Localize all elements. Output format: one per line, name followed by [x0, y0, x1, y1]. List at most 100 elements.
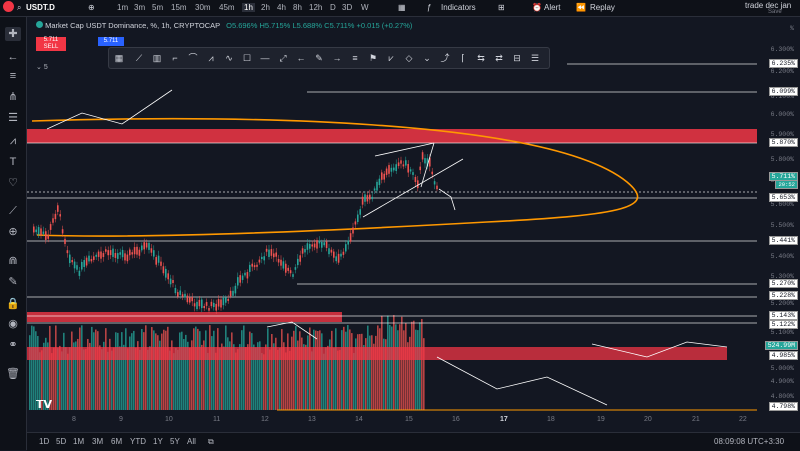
candle-body	[54, 213, 57, 220]
eye-icon[interactable]: ◉	[8, 318, 18, 330]
timeframe-D[interactable]: D	[330, 3, 336, 12]
timeframe-30m[interactable]: 30m	[195, 3, 211, 12]
volume-bar	[311, 351, 313, 410]
timeframe-5m[interactable]: 5m	[152, 3, 164, 12]
alert-icon[interactable]: ⏰	[532, 3, 542, 12]
bracket-icon[interactable]: ⌈	[461, 53, 465, 63]
timeframe-3m[interactable]: 3m	[134, 3, 146, 12]
range-5Y[interactable]: 5Y	[170, 437, 180, 446]
menu-icon[interactable]: ☰	[530, 53, 540, 63]
candle-body	[157, 255, 160, 263]
wave-icon[interactable]: ∿	[225, 53, 233, 63]
crosshair-icon[interactable]: ✚	[5, 27, 21, 41]
volume-bar	[267, 328, 269, 410]
arrow-icon[interactable]: →	[332, 53, 342, 63]
range-1Y[interactable]: 1Y	[153, 437, 163, 446]
price-axis[interactable]: % 6.300% 6.200% 6.100% 6.000% 5.900% 5.8…	[757, 17, 800, 432]
fib-icon[interactable]: ≡	[352, 53, 358, 63]
volume-bar	[31, 325, 33, 410]
lock-icon[interactable]: 🔒	[6, 298, 20, 310]
horizontal-lines-icon[interactable]: ≡	[9, 70, 17, 82]
pattern-icon[interactable]: ⩗	[388, 53, 394, 63]
arrows-icon[interactable]: ⇄	[495, 53, 503, 63]
timeframe-W[interactable]: W	[361, 3, 369, 12]
clock-display[interactable]: 08:09:08 UTC+3:30	[714, 437, 785, 446]
text-icon[interactable]: T	[9, 156, 17, 168]
candle-body	[333, 251, 335, 258]
range-3M[interactable]: 3M	[92, 437, 104, 446]
candle-body	[304, 249, 306, 253]
legend-title[interactable]: Market Cap USDT Dominance, %, 1h, CRYPTO…	[45, 21, 221, 30]
range-All[interactable]: All	[187, 437, 196, 446]
search-icon[interactable]: ⌕	[17, 3, 22, 12]
forecast-icon[interactable]: ⤴	[440, 53, 450, 63]
lock-icon[interactable]: ⊟	[513, 53, 521, 63]
timeframe-3D[interactable]: 3D	[342, 3, 353, 12]
range-6M[interactable]: 6M	[111, 437, 123, 446]
chevron-down-icon[interactable]: ⌄	[423, 53, 431, 63]
timeframe-2h[interactable]: 2h	[261, 3, 270, 12]
indicators-button[interactable]: Indicators	[441, 3, 476, 12]
hline-icon[interactable]: —	[260, 53, 270, 63]
range-1D[interactable]: 1D	[39, 437, 50, 446]
flag-icon[interactable]: ⚑	[368, 53, 378, 63]
timeframe-1h[interactable]: 1h	[242, 3, 255, 12]
buy-button[interactable]: 5.711	[98, 37, 124, 46]
timeframe-4h[interactable]: 4h	[277, 3, 286, 12]
timeframe-15m[interactable]: 15m	[171, 3, 187, 12]
layout-icon[interactable]: ⊞	[498, 3, 505, 12]
replay-button[interactable]: Replay	[590, 3, 615, 12]
symbol-name[interactable]: USDT.D	[26, 3, 55, 12]
measure-icon[interactable]: ⇆	[477, 53, 485, 63]
timeframe-1m[interactable]: 1m	[117, 3, 129, 12]
save-label[interactable]: Save	[768, 9, 782, 15]
replay-icon[interactable]: ⏪	[576, 3, 586, 12]
sell-button[interactable]: 5.711 SELL	[36, 37, 66, 51]
pitchfork-icon[interactable]: ⋔	[8, 91, 18, 103]
range-YTD[interactable]: YTD	[130, 437, 146, 446]
user-avatar[interactable]	[3, 1, 14, 12]
range-1M[interactable]: 1M	[73, 437, 85, 446]
fib-icon[interactable]: ☰	[8, 112, 18, 124]
link-icon[interactable]: ⚭	[8, 339, 18, 351]
trash-icon[interactable]: 🗑	[6, 368, 20, 380]
date-label: 12	[261, 416, 269, 423]
ray-icon[interactable]: ⤢	[279, 53, 287, 63]
arrow-left-icon[interactable]: ←	[7, 51, 19, 63]
heart-icon[interactable]: ♡	[8, 177, 18, 189]
diamond-icon[interactable]: ◇	[405, 53, 413, 63]
candle-body	[397, 162, 400, 167]
range-5D[interactable]: 5D	[56, 437, 67, 446]
magnet-icon[interactable]: ⋒	[8, 255, 18, 267]
bar-icon[interactable]: ▥	[152, 53, 162, 63]
zoom-icon[interactable]: ⊕	[8, 226, 18, 238]
layer-toggle[interactable]: ⌄ 5	[36, 63, 48, 71]
volume-bar	[259, 341, 261, 410]
layout-name[interactable]: trade dec jan	[745, 1, 792, 10]
candle-body	[385, 168, 388, 175]
pattern-icon[interactable]: ⩘	[9, 135, 17, 147]
chart-type-icon[interactable]: ▦	[398, 3, 406, 12]
timeframe-45m[interactable]: 45m	[219, 3, 235, 12]
candle-body	[275, 252, 277, 257]
support-zone-lower	[27, 347, 727, 360]
brush-icon[interactable]: ⌒	[188, 53, 198, 63]
date-range-icon[interactable]: ⧉	[208, 437, 214, 446]
draw-mode-icon[interactable]: ✎	[8, 276, 18, 288]
ruler-icon[interactable]: ⟋	[9, 205, 17, 217]
timeframe-8h[interactable]: 8h	[293, 3, 302, 12]
grid-icon[interactable]: ▦	[114, 53, 124, 63]
pen-icon[interactable]: ✎	[315, 53, 323, 63]
add-symbol-icon[interactable]: ⊕	[88, 3, 95, 12]
price-chart[interactable]: 𝗧𝗩	[27, 17, 757, 432]
volume-bar	[101, 349, 103, 410]
checkbox-icon[interactable]: ☐	[242, 53, 252, 63]
alert-button[interactable]: Alert	[544, 3, 561, 12]
indicators-icon[interactable]: ƒ	[427, 3, 432, 12]
timeframe-12h[interactable]: 12h	[309, 3, 323, 12]
arrow-left-icon[interactable]: ←	[296, 53, 306, 63]
line-icon[interactable]: ⟋	[135, 53, 143, 63]
legend-close: C5.711%	[324, 21, 355, 30]
zigzag-icon[interactable]: ⩘	[208, 53, 214, 63]
path-icon[interactable]: ⌐	[172, 53, 178, 63]
